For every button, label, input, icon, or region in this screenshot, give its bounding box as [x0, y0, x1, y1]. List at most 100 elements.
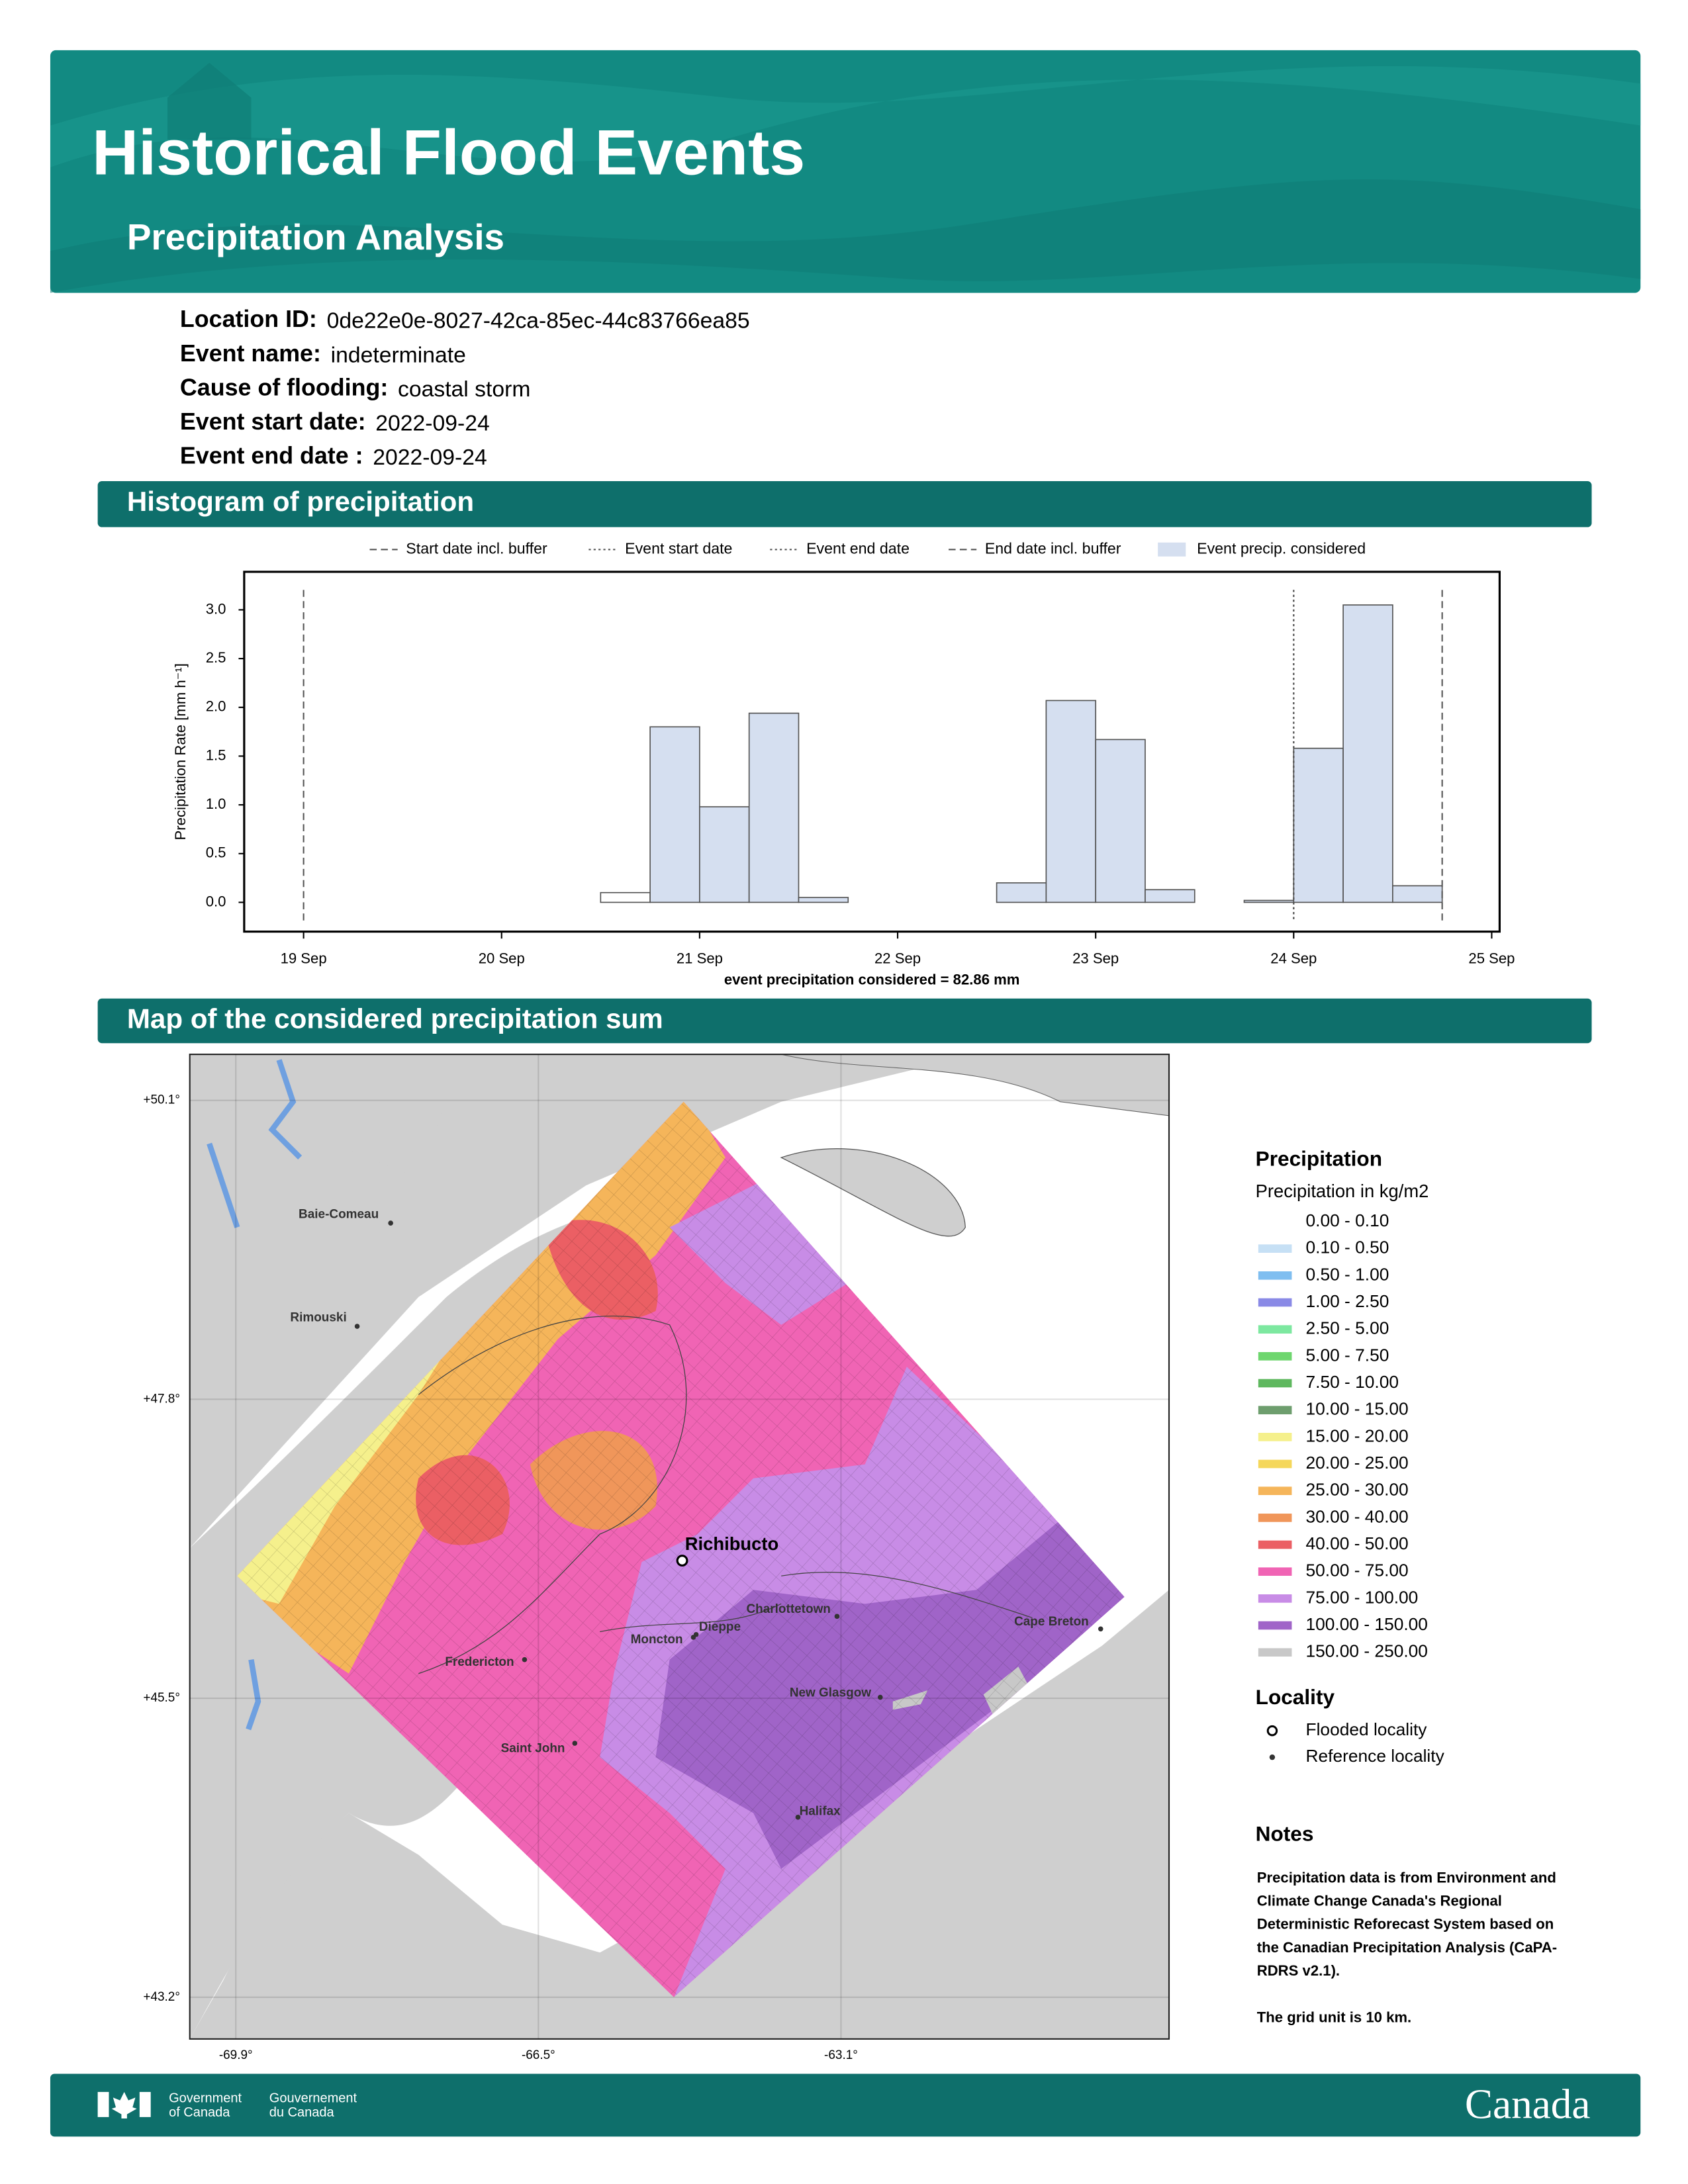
notes-line: Deterministic Reforecast System based on	[1257, 1916, 1554, 1933]
legend-swatch	[1258, 1325, 1292, 1334]
bar	[649, 726, 700, 903]
locality-label: Saint John	[501, 1742, 565, 1756]
footer-bar	[50, 2073, 1641, 2137]
legend-label: 0.10 - 0.50	[1306, 1238, 1389, 1257]
locality-label: Moncton	[631, 1633, 683, 1647]
reference-locality	[388, 1220, 393, 1226]
bar	[1145, 889, 1196, 903]
legend-title: Precipitation	[1256, 1147, 1382, 1171]
reference-locality	[572, 1741, 578, 1746]
reference-locality	[354, 1324, 360, 1329]
notes-line: Climate Change Canada's Regional	[1257, 1893, 1502, 1909]
locality-label: Rimouski	[290, 1310, 346, 1324]
flag-bar	[139, 2091, 151, 2117]
legend-label: 5.00 - 7.50	[1306, 1345, 1389, 1365]
legend-label: 7.50 - 10.00	[1306, 1372, 1399, 1392]
map	[189, 1054, 1169, 2039]
notes-line: RDRS v2.1).	[1257, 1962, 1340, 1979]
legend-title: Locality	[1256, 1685, 1335, 1709]
title: Historical Flood Events	[92, 116, 805, 189]
legend-swatch	[1258, 1406, 1292, 1414]
section-title: Map of the considered precipitation sum	[127, 1003, 663, 1034]
locality-label: Charlottetown	[746, 1602, 830, 1616]
legend-label: 50.00 - 75.00	[1306, 1561, 1409, 1580]
gov-fr: Gouvernement	[269, 2091, 357, 2106]
legend-label: 30.00 - 40.00	[1306, 1506, 1409, 1526]
bar	[996, 882, 1047, 903]
bar	[798, 897, 849, 903]
y-tick-label: 1.5	[206, 747, 226, 763]
reference-locality	[795, 1814, 801, 1820]
legend-label: 75.00 - 100.00	[1306, 1587, 1419, 1607]
bar	[1293, 747, 1344, 903]
info-label: Cause of flooding:	[180, 374, 388, 400]
locality-label: Halifax	[800, 1804, 841, 1818]
info-value: 2022-09-24	[375, 411, 489, 436]
legend-label: Event end date	[806, 539, 910, 557]
legend-swatch	[1258, 1244, 1292, 1253]
y-tick-label: 2.5	[206, 649, 226, 666]
legend-swatch	[1258, 1648, 1292, 1657]
lat-label: +45.5°	[143, 1691, 180, 1705]
gov-fr: du Canada	[269, 2105, 335, 2120]
bar	[1243, 899, 1295, 903]
notes-line: the Canadian Precipitation Analysis (CaP…	[1257, 1939, 1557, 1956]
reference-locality	[522, 1657, 528, 1662]
annotation: event precipitation considered = 82.86 m…	[724, 971, 1020, 987]
reference-locality	[690, 1635, 696, 1640]
map-overlay: +50.1° +47.8° +45.5° +43.2° -69.9° -66.5° -63.…	[143, 1054, 1169, 2062]
notes-line: The grid unit is 10 km.	[1257, 2009, 1411, 2025]
legend-label: 2.50 - 5.00	[1306, 1318, 1389, 1338]
legend-marker	[1269, 1754, 1276, 1760]
legend-swatch	[1258, 1217, 1292, 1226]
legend-label: Event start date	[625, 539, 732, 557]
bar	[1095, 739, 1146, 903]
legend-label: Start date incl. buffer	[406, 539, 547, 557]
legend-swatch	[1258, 1298, 1292, 1307]
x-tick-label: 20 Sep	[479, 950, 525, 967]
legend-swatch	[1258, 1514, 1292, 1522]
notes-line: Precipitation data is from Environment a…	[1257, 1869, 1556, 1886]
legend-swatch	[1258, 1621, 1292, 1630]
legend-label: Reference locality	[1306, 1746, 1445, 1766]
legend-label: 100.00 - 150.00	[1306, 1614, 1428, 1634]
x-tick-label: 24 Sep	[1270, 950, 1317, 967]
legend-swatch	[1158, 542, 1186, 557]
island	[780, 1148, 966, 1237]
y-tick-label: 0.0	[206, 893, 226, 909]
legend-swatch	[1258, 1486, 1292, 1496]
header-wave	[50, 66, 1641, 167]
y-tick-label: 3.0	[206, 600, 226, 617]
x-tick-label: 21 Sep	[677, 950, 723, 967]
info-block: Location ID: 0de22e0e-8027-42ca-85ec-44c8…	[180, 306, 750, 470]
legend-swatch	[1258, 1540, 1292, 1549]
legend-swatch	[1258, 1271, 1292, 1280]
lake	[207, 1059, 303, 1731]
reference-locality	[1098, 1626, 1103, 1632]
locality-label: Baie-Comeau	[299, 1207, 379, 1221]
locality-label: Richibucto	[685, 1533, 778, 1554]
info-value: coastal storm	[398, 377, 530, 402]
lat-label: +47.8°	[143, 1392, 180, 1406]
legend-label: 25.00 - 30.00	[1306, 1480, 1409, 1500]
legend-label: 15.00 - 20.00	[1306, 1426, 1409, 1445]
lon-label: -66.5°	[522, 2048, 555, 2062]
y-axis-label: Precipitation Rate [mm h⁻¹]	[172, 663, 189, 840]
wordmark: Canada	[1465, 2081, 1591, 2128]
legend-label: Event precip. considered	[1197, 539, 1366, 557]
notes-title: Notes	[1256, 1822, 1314, 1846]
maple-leaf	[111, 2091, 137, 2118]
reference-locality	[877, 1694, 883, 1700]
legend-swatch	[1258, 1459, 1292, 1469]
info-value: 0de22e0e-8027-42ca-85ec-44c83766ea85	[327, 308, 750, 334]
info-label: Location ID:	[180, 306, 317, 332]
land	[195, 1060, 461, 1179]
histogram: 0.0 0.5 1.0 1.5 2.0 2.5 3.0 19 Sep 20 Sep 21 Sep 2…	[172, 539, 1515, 987]
legend-subtitle: Precipitation in kg/m2	[1256, 1181, 1429, 1201]
locality-label: Fredericton	[445, 1655, 514, 1669]
bar	[1392, 885, 1443, 903]
legend-swatch	[1258, 1379, 1292, 1388]
legend-swatch	[1258, 1594, 1292, 1603]
